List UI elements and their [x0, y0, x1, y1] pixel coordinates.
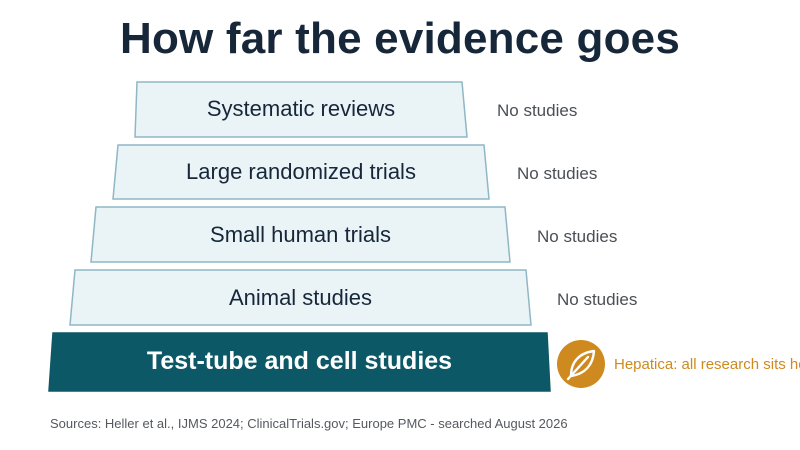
status-small-human-trials: No studies [537, 227, 618, 246]
tier-shape-large-randomized-trials [112, 144, 490, 200]
leaf-icon [557, 340, 605, 388]
tier-shape-systematic-reviews [134, 81, 468, 138]
status-animal-studies: No studies [557, 290, 638, 309]
sources-footnote: Sources: Heller et al., IJMS 2024; Clini… [50, 416, 568, 431]
tier-shape-small-human-trials [90, 206, 511, 263]
tier-shape-cell-studies [48, 332, 551, 392]
tier-label-small-human-trials: Small human trials [210, 222, 391, 247]
tier-label-systematic-reviews: Systematic reviews [206, 96, 396, 121]
tier-shape-animal-studies [69, 269, 532, 326]
tier-label-cell-studies: Test-tube and cell studies [146, 347, 453, 375]
tier-label-large-randomized-trials: Large randomized trials [186, 159, 416, 184]
slide-title: How far the evidence goes [119, 14, 681, 63]
tier-label-animal-studies: Animal studies [228, 285, 373, 310]
hepatica-callout: Hepatica: all research sits here [614, 356, 800, 373]
status-systematic-reviews: No studies [497, 101, 578, 120]
status-large-randomized-trials: No studies [517, 164, 598, 183]
